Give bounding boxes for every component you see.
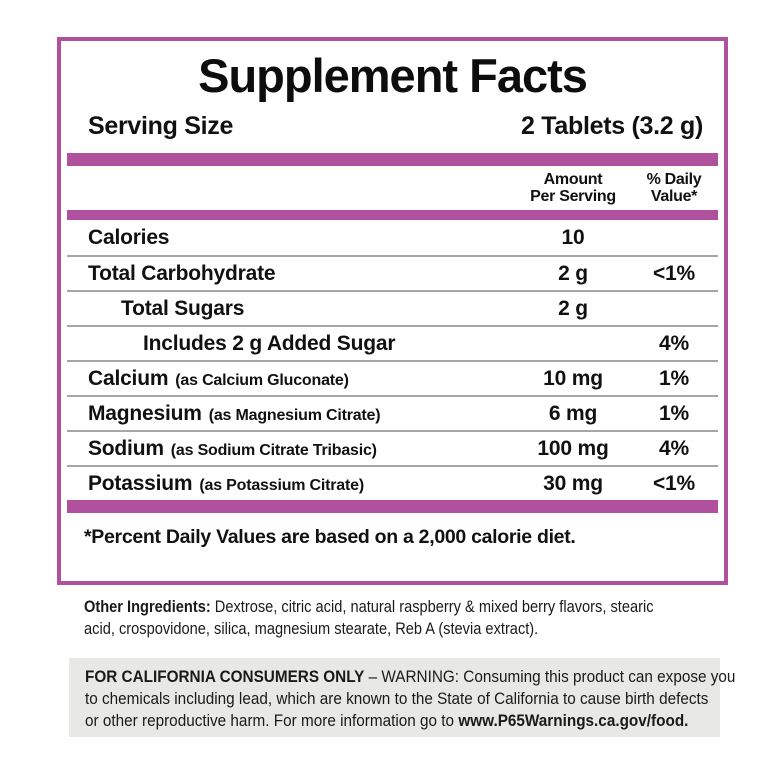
nutrient-row-added-sugar: Includes 2 g Added Sugar 4%: [67, 325, 718, 360]
nutrient-name: Total Sugars: [121, 296, 245, 320]
california-warning-box: FOR CALIFORNIA CONSUMERS ONLY – WARNING:…: [69, 658, 736, 737]
divider-bar-bottom: [67, 500, 718, 513]
header-amount-line1: Amount: [543, 171, 603, 188]
nutrient-amount: 2 g: [558, 261, 588, 285]
nutrient-amount: 6 mg: [548, 401, 598, 425]
panel-title: Supplement Facts: [198, 49, 588, 102]
nutrient-row-total-carbohydrate: Total Carbohydrate 2 g <1%: [67, 255, 718, 290]
nutrient-source: (as Potassium Citrate): [199, 476, 364, 494]
divider-bar-top: [67, 153, 718, 166]
nutrient-daily-value: 4%: [659, 331, 689, 355]
nutrient-row-calories: Calories 10: [67, 220, 718, 255]
nutrient-daily-value: <1%: [652, 261, 695, 285]
p65-url: www.P65Warnings.ca.gov/food.: [458, 711, 689, 730]
header-daily-value: % Daily Value*: [638, 171, 710, 205]
nutrient-amount: 10: [561, 225, 585, 249]
nutrient-row-total-sugars: Total Sugars 2 g: [67, 290, 718, 325]
column-header-row: Amount Per Serving % Daily Value*: [67, 166, 718, 210]
nutrient-row-magnesium: Magnesium (as Magnesium Citrate) 6 mg 1%: [67, 395, 718, 430]
nutrient-amount: 10 mg: [543, 366, 603, 390]
other-ingredients-label: Other Ingredients:: [84, 597, 211, 616]
nutrient-row-potassium: Potassium (as Potassium Citrate) 30 mg <1…: [67, 465, 718, 500]
nutrient-source: (as Sodium Citrate Tribasic): [170, 441, 377, 459]
nutrient-daily-value: 1%: [659, 366, 689, 390]
serving-size-value: 2 Tablets (3.2 g): [521, 112, 703, 140]
nutrient-name: Total Carbohydrate: [88, 261, 276, 285]
nutrient-amount: 2 g: [558, 296, 588, 320]
nutrient-name: Calories: [88, 225, 170, 249]
header-amount-line2: Per Serving: [530, 188, 616, 205]
nutrient-table: Calories 10 Total Carbohydrate 2 g <1% T…: [61, 220, 724, 500]
other-ingredients-line1: Other Ingredients: Dextrose, citric acid…: [84, 597, 654, 616]
header-dv-line1: % Daily: [646, 171, 702, 188]
daily-value-footnote: *Percent Daily Values are based on a 2,0…: [84, 526, 576, 548]
nutrient-name: Magnesium: [88, 401, 202, 425]
nutrient-row-calcium: Calcium (as Calcium Gluconate) 10 mg 1%: [67, 360, 718, 395]
nutrient-amount: 100 mg: [537, 436, 609, 460]
header-amount-per-serving: Amount Per Serving: [508, 171, 638, 205]
nutrient-name: Sodium: [88, 436, 164, 460]
california-warning-line1: FOR CALIFORNIA CONSUMERS ONLY – WARNING:…: [85, 667, 736, 686]
nutrient-source: (as Calcium Gluconate): [175, 371, 349, 389]
nutrient-name: Potassium: [88, 471, 193, 495]
california-warning-line3: or other reproductive harm. For more inf…: [85, 711, 689, 730]
nutrient-name: Calcium: [88, 366, 169, 390]
nutrient-daily-value: 1%: [659, 401, 689, 425]
nutrient-name: Includes 2 g Added Sugar: [143, 331, 396, 355]
supplement-facts-panel: Supplement Facts Serving Size 2 Tablets …: [57, 37, 728, 585]
other-ingredients: Other Ingredients: Dextrose, citric acid…: [84, 596, 744, 640]
serving-size-label: Serving Size: [88, 112, 234, 140]
california-warning-line2: to chemicals including lead, which are k…: [85, 689, 709, 708]
other-ingredients-line2: acid, crospovidone, silica, magnesium st…: [84, 619, 539, 638]
nutrient-source: (as Magnesium Citrate): [208, 406, 381, 424]
serving-size-row: Serving Size 2 Tablets (3.2 g): [61, 104, 724, 141]
nutrient-amount: 30 mg: [543, 471, 603, 495]
nutrient-daily-value: <1%: [652, 471, 695, 495]
header-dv-line2: Value*: [650, 188, 698, 205]
nutrient-daily-value: 4%: [659, 436, 689, 460]
nutrient-row-sodium: Sodium (as Sodium Citrate Tribasic) 100 m…: [67, 430, 718, 465]
divider-bar-header: [67, 210, 718, 220]
